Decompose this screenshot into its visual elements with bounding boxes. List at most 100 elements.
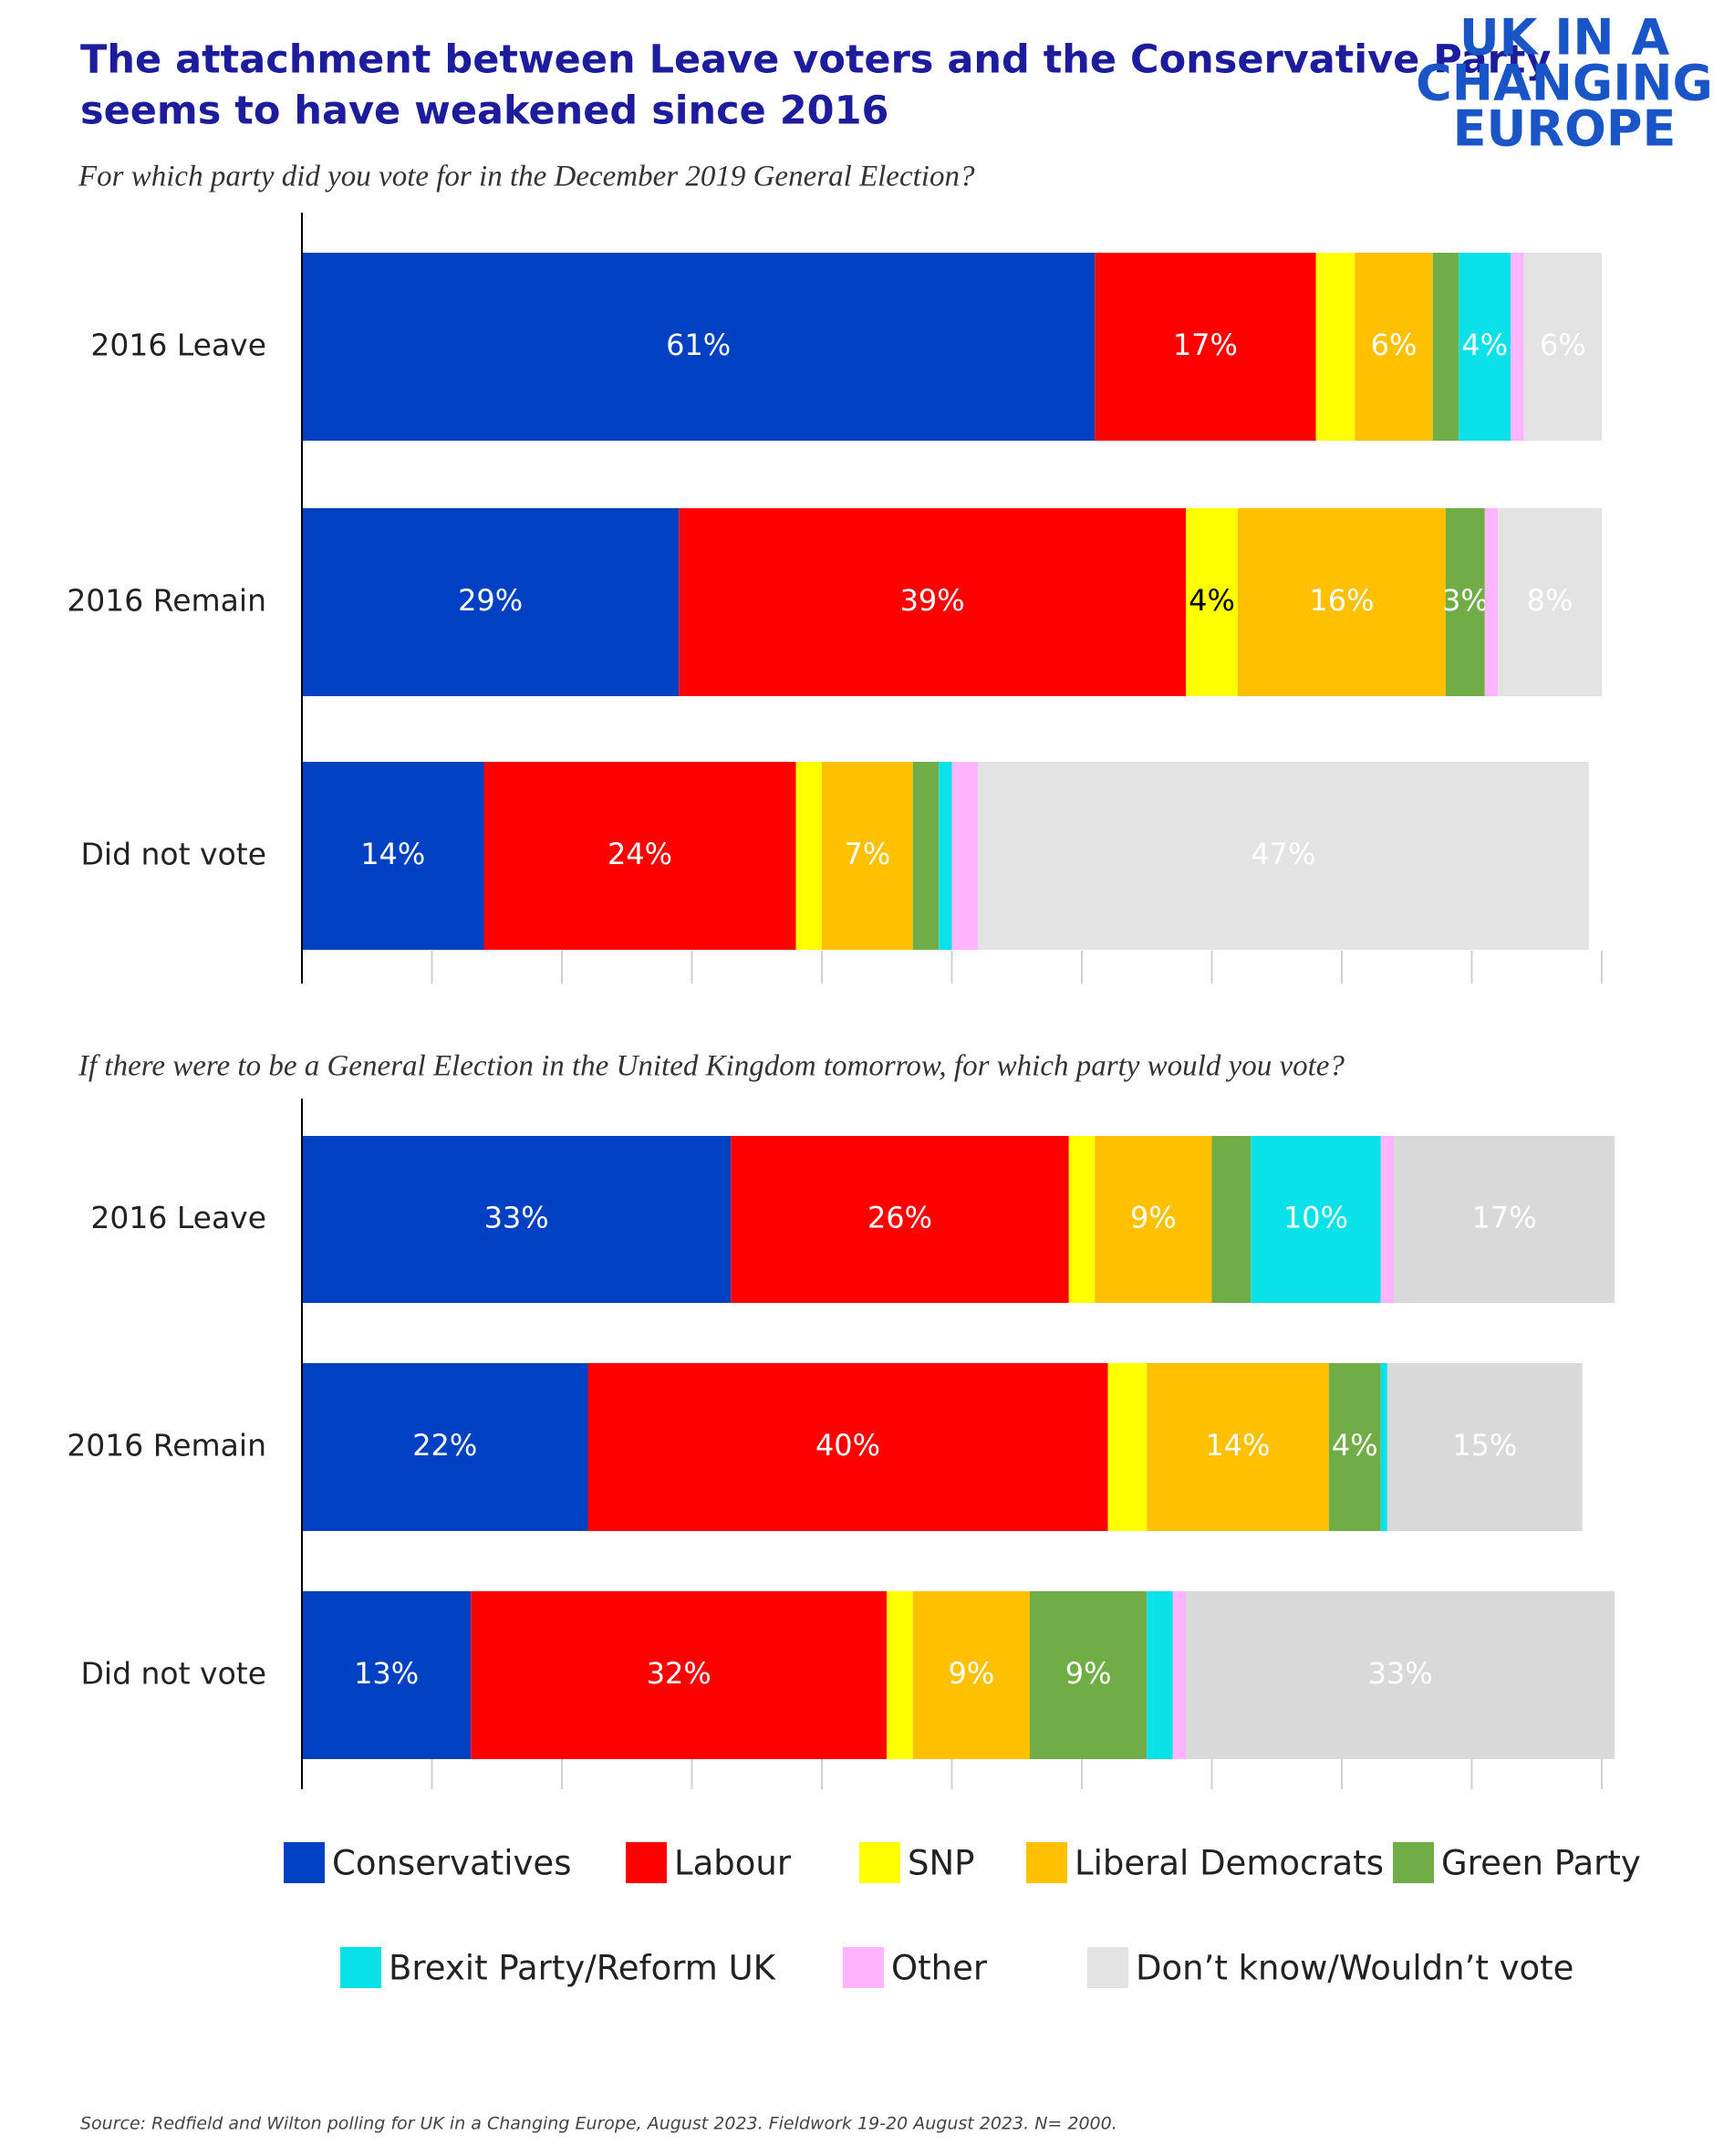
bar-segment [1355, 253, 1433, 441]
value-label: 15% [1452, 1428, 1517, 1463]
value-label: 4% [1332, 1428, 1378, 1463]
bar-segment [1251, 1136, 1381, 1303]
bar-segment [939, 762, 952, 950]
value-label: 32% [647, 1656, 711, 1691]
bar-segment [951, 762, 978, 950]
legend-label: SNP [908, 1844, 974, 1883]
value-label: 3% [1442, 583, 1489, 618]
value-label: 4% [1461, 328, 1508, 362]
category-label: 2016 Remain [67, 1428, 266, 1463]
value-label: 8% [1527, 583, 1573, 618]
source: Source: Redfield and Wilton polling for … [80, 2114, 1117, 2134]
bar-segment [483, 762, 796, 950]
legend-swatch [1087, 1947, 1128, 1988]
bar-segment [1328, 1363, 1381, 1531]
bar-segment [1432, 253, 1459, 441]
bar-segment [302, 1363, 588, 1531]
bar-segment [731, 1136, 1069, 1303]
bar-segment [1380, 1363, 1387, 1531]
bar-segment [1186, 508, 1238, 696]
bar-segment [1523, 253, 1602, 441]
value-label: 16% [1309, 583, 1374, 618]
bar-segment [1446, 508, 1485, 696]
logo: CHANGING [1416, 55, 1713, 112]
bar-segment [1459, 253, 1511, 441]
value-label: 7% [844, 837, 890, 871]
bar-segment [1172, 1591, 1186, 1759]
bar-segment [1484, 508, 1498, 696]
bar-segment [302, 508, 680, 696]
legend-swatch [284, 1842, 325, 1883]
bar-segment [679, 508, 1186, 696]
value-label: 33% [484, 1201, 549, 1235]
bar-segment [912, 1591, 1030, 1759]
value-label: 14% [360, 837, 425, 871]
value-label: 13% [354, 1656, 419, 1691]
bar-segment [1186, 1591, 1615, 1759]
value-label: 9% [948, 1656, 994, 1691]
value-label: 9% [1130, 1201, 1177, 1235]
bar-segment [1095, 1136, 1212, 1303]
value-label: 47% [1251, 837, 1315, 871]
value-label: 22% [412, 1428, 477, 1463]
chart-subtitle: For which party did you vote for in the … [78, 161, 975, 193]
legend-swatch [1026, 1842, 1067, 1883]
bar-segment [1030, 1591, 1148, 1759]
legend-label: Other [891, 1949, 988, 1988]
bar-segment [302, 1136, 732, 1303]
bar-segment [1068, 1136, 1096, 1303]
bar-segment [587, 1363, 1108, 1531]
legend-label: Conservatives [332, 1844, 571, 1883]
legend-swatch [843, 1947, 884, 1988]
category-label: Did not vote [80, 1656, 266, 1692]
bar-segment [302, 253, 1096, 441]
value-label: 6% [1540, 328, 1586, 362]
bar-segment [1238, 508, 1446, 696]
title: The attachment between Leave voters and … [80, 37, 1551, 83]
bar-segment [887, 1591, 913, 1759]
bar-segment [1380, 1136, 1394, 1303]
legend-label: Don’t know/Wouldn’t vote [1136, 1949, 1573, 1988]
bar-segment [1095, 253, 1316, 441]
value-label: 10% [1283, 1201, 1348, 1235]
bar-segment [1147, 1363, 1329, 1531]
bar-segment [1211, 1136, 1251, 1303]
legend-swatch [340, 1947, 381, 1988]
title: seems to have weakened since 2016 [80, 89, 888, 134]
value-label: 26% [867, 1201, 932, 1235]
legend-label: Brexit Party/Reform UK [389, 1949, 777, 1988]
category-label: 2016 Leave [90, 328, 266, 363]
value-label: 14% [1205, 1428, 1270, 1463]
value-label: 17% [1173, 328, 1238, 362]
bar-segment [1394, 1136, 1615, 1303]
value-label: 61% [666, 328, 731, 362]
bar-segment [822, 762, 913, 950]
category-label: 2016 Remain [67, 583, 266, 619]
value-label: 39% [900, 583, 965, 618]
bar-segment [302, 1591, 472, 1759]
bar-segment [1386, 1363, 1583, 1531]
logo: EUROPE [1453, 100, 1677, 158]
logo: UK IN A [1459, 9, 1670, 67]
value-label: 33% [1368, 1656, 1433, 1691]
chart-subtitle: If there were to be a General Election i… [78, 1050, 1345, 1083]
bar-segment [1511, 253, 1524, 441]
bar-segment [795, 762, 822, 950]
value-label: 6% [1371, 328, 1418, 362]
value-label: 29% [458, 583, 523, 618]
bar-segment [978, 762, 1589, 950]
value-label: 24% [608, 837, 672, 871]
bar-segment [471, 1591, 888, 1759]
legend-label: Labour [674, 1844, 792, 1883]
legend-swatch [1393, 1842, 1434, 1883]
bar-segment [1498, 508, 1602, 696]
category-label: 2016 Leave [90, 1200, 266, 1235]
category-label: Did not vote [80, 837, 266, 872]
value-label: 9% [1065, 1656, 1112, 1691]
bar-segment [1315, 253, 1355, 441]
legend-swatch [626, 1842, 667, 1883]
bar-segment [912, 762, 940, 950]
bar-segment [1107, 1363, 1148, 1531]
legend-label: Green Party [1441, 1844, 1641, 1883]
